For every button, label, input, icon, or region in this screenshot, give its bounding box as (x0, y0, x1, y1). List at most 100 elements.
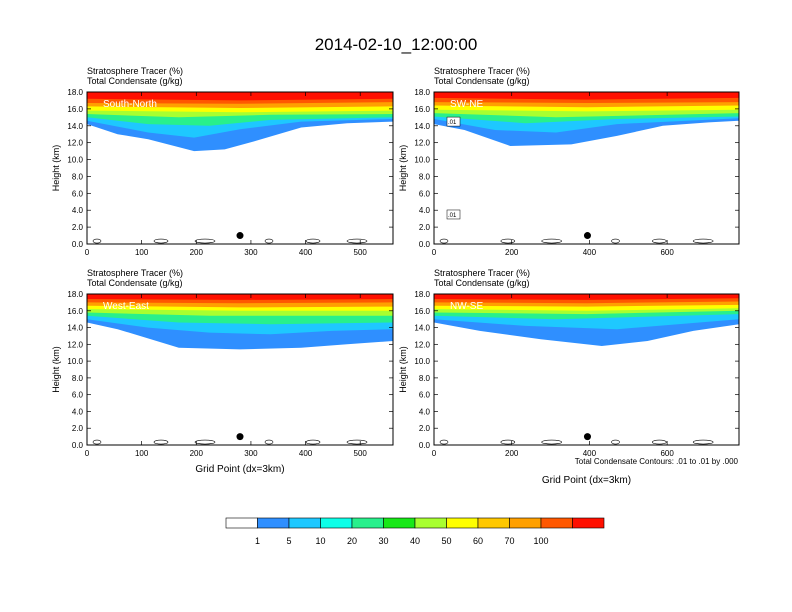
colorbar-label: 50 (441, 536, 451, 546)
y-tick-label: 16.0 (67, 105, 83, 114)
colorbar-label: 60 (473, 536, 483, 546)
location-marker (583, 232, 591, 240)
x-tick-label: 600 (660, 449, 674, 458)
y-tick-label: 12.0 (414, 139, 430, 148)
field-label-tracer: Stratosphere Tracer (%) (434, 66, 530, 76)
shade-band-7 (434, 294, 739, 300)
plot-frame (86, 91, 394, 245)
contour-line (439, 238, 449, 244)
contour-line (541, 439, 562, 445)
contour-line (692, 238, 714, 244)
plot-frame (433, 293, 740, 446)
contour-line (500, 439, 516, 445)
contour-line (305, 439, 321, 445)
y-tick-label: 16.0 (414, 105, 430, 114)
panel-west-east: West-East 0.0 2.0 4.0 6.0 8.0 10.0 12.0 14.0 16.0… (51, 268, 394, 475)
y-tick-label: 16.0 (414, 307, 430, 316)
contour-line (194, 439, 216, 445)
x-tick-label: 0 (85, 449, 90, 458)
contour-line (305, 238, 321, 244)
contour-line (611, 439, 620, 445)
colorbar-swatch (383, 517, 416, 529)
contour-line (264, 439, 274, 445)
y-tick-label: 8.0 (72, 172, 84, 181)
colorbar-swatch (225, 517, 258, 529)
panel-sw-ne: SW-NE .01 .01 0.0 2.0 4.0 6.0 8.0 10.0 12.0 14.0 16… (398, 66, 740, 257)
contour-line (92, 439, 102, 445)
y-tick-label: 8.0 (72, 374, 84, 383)
shaded-field (87, 92, 393, 152)
contour-note: Total Condensate Contours: .01 to .01 by… (575, 457, 739, 466)
contour-line (153, 238, 169, 244)
colorbar-swatch (320, 517, 353, 529)
colorbar-swatch (414, 517, 447, 529)
y-axis-label: Height (km) (51, 145, 61, 192)
y-tick-label: 2.0 (72, 424, 84, 433)
colorbar-swatch (288, 517, 321, 529)
x-tick-label: 0 (432, 248, 437, 257)
shade-band-7 (87, 294, 393, 300)
panel-label: South-North (103, 99, 157, 110)
field-label-condensate: Total Condensate (g/kg) (434, 278, 530, 288)
x-tick-label: 200 (190, 248, 204, 257)
colorbar: 1 5 10 20 30 40 50 60 70 100 (225, 517, 605, 546)
plot-frame (86, 293, 394, 446)
shaded-field (434, 92, 739, 146)
panel-label: SW-NE (450, 99, 483, 110)
y-tick-label: 2.0 (72, 223, 84, 232)
y-tick-label: 18.0 (67, 88, 83, 97)
colorbar-swatch (446, 517, 479, 529)
plot-frame (433, 91, 740, 245)
x-tick-label: 400 (583, 449, 597, 458)
location-marker (236, 232, 244, 240)
x-tick-label: 0 (432, 449, 437, 458)
y-tick-label: 14.0 (414, 324, 430, 333)
y-tick-label: 18.0 (414, 290, 430, 299)
colorbar-swatch (509, 517, 542, 529)
y-tick-label: 18.0 (67, 290, 83, 299)
panel-label: NW-SE (450, 301, 483, 312)
x-tick-label: 100 (135, 248, 149, 257)
y-axis-label: Height (km) (398, 145, 408, 192)
contour-line (264, 238, 274, 244)
x-tick-label: 300 (244, 248, 258, 257)
x-tick-label: 200 (505, 248, 519, 257)
colorbar-swatch (540, 517, 573, 529)
y-tick-label: 0.0 (419, 240, 431, 249)
y-tick-label: 0.0 (419, 441, 431, 450)
y-tick-label: 8.0 (419, 374, 431, 383)
colorbar-label: 5 (286, 536, 291, 546)
colorbar-label: 70 (504, 536, 514, 546)
panel-label: West-East (103, 301, 149, 312)
y-tick-label: 12.0 (67, 139, 83, 148)
contour-line (500, 238, 516, 244)
y-tick-label: 2.0 (419, 424, 431, 433)
x-tick-label: 200 (505, 449, 519, 458)
y-tick-label: 6.0 (72, 189, 84, 198)
colorbar-label: 100 (533, 536, 548, 546)
shade-band-7 (434, 92, 739, 100)
x-tick-label: 400 (583, 248, 597, 257)
y-tick-label: 16.0 (67, 307, 83, 316)
x-tick-label: 400 (299, 248, 313, 257)
shaded-field (87, 294, 393, 350)
y-tick-label: 14.0 (67, 324, 83, 333)
y-tick-label: 8.0 (419, 172, 431, 181)
x-tick-label: 500 (354, 248, 368, 257)
colorbar-label: 30 (378, 536, 388, 546)
x-axis-label: Grid Point (dx=3km) (542, 475, 631, 486)
y-tick-label: 6.0 (72, 391, 84, 400)
y-tick-label: 10.0 (414, 357, 430, 366)
y-tick-label: 4.0 (419, 407, 431, 416)
y-tick-label: 10.0 (67, 357, 83, 366)
contour-line (652, 238, 667, 244)
contour-line (194, 238, 216, 244)
y-tick-label: 14.0 (414, 122, 430, 131)
colorbar-swatch (572, 517, 605, 529)
field-label-condensate: Total Condensate (g/kg) (87, 278, 183, 288)
contour-line (439, 439, 449, 445)
colorbar-label: 10 (315, 536, 325, 546)
y-tick-label: 14.0 (67, 122, 83, 131)
colorbar-label: 20 (347, 536, 357, 546)
panel-nw-se: NW-SE 0.0 2.0 4.0 6.0 8.0 10.0 12.0 14.0 16.0 18.0… (398, 268, 740, 486)
